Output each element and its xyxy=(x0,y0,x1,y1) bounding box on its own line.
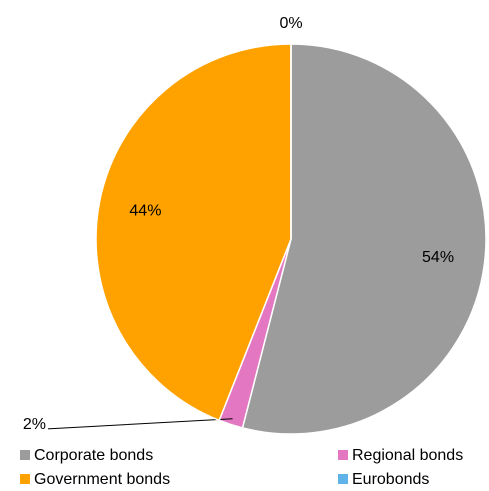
slice-label: 54% xyxy=(422,249,454,266)
legend-swatch xyxy=(338,450,348,460)
legend-swatch xyxy=(20,474,30,484)
legend-swatch xyxy=(338,474,348,484)
legend-label: Eurobonds xyxy=(352,471,429,488)
legend-swatch xyxy=(20,450,30,460)
slice-label: 44% xyxy=(129,202,161,219)
slice-label: 0% xyxy=(279,15,302,32)
pie-slice xyxy=(241,43,487,435)
leader-line xyxy=(48,418,233,430)
slice-label: 2% xyxy=(23,416,46,433)
legend-label: Corporate bonds xyxy=(34,447,153,464)
pie-slice xyxy=(95,43,292,422)
legend-label: Government bonds xyxy=(34,471,170,488)
legend-label: Regional bonds xyxy=(352,447,463,464)
